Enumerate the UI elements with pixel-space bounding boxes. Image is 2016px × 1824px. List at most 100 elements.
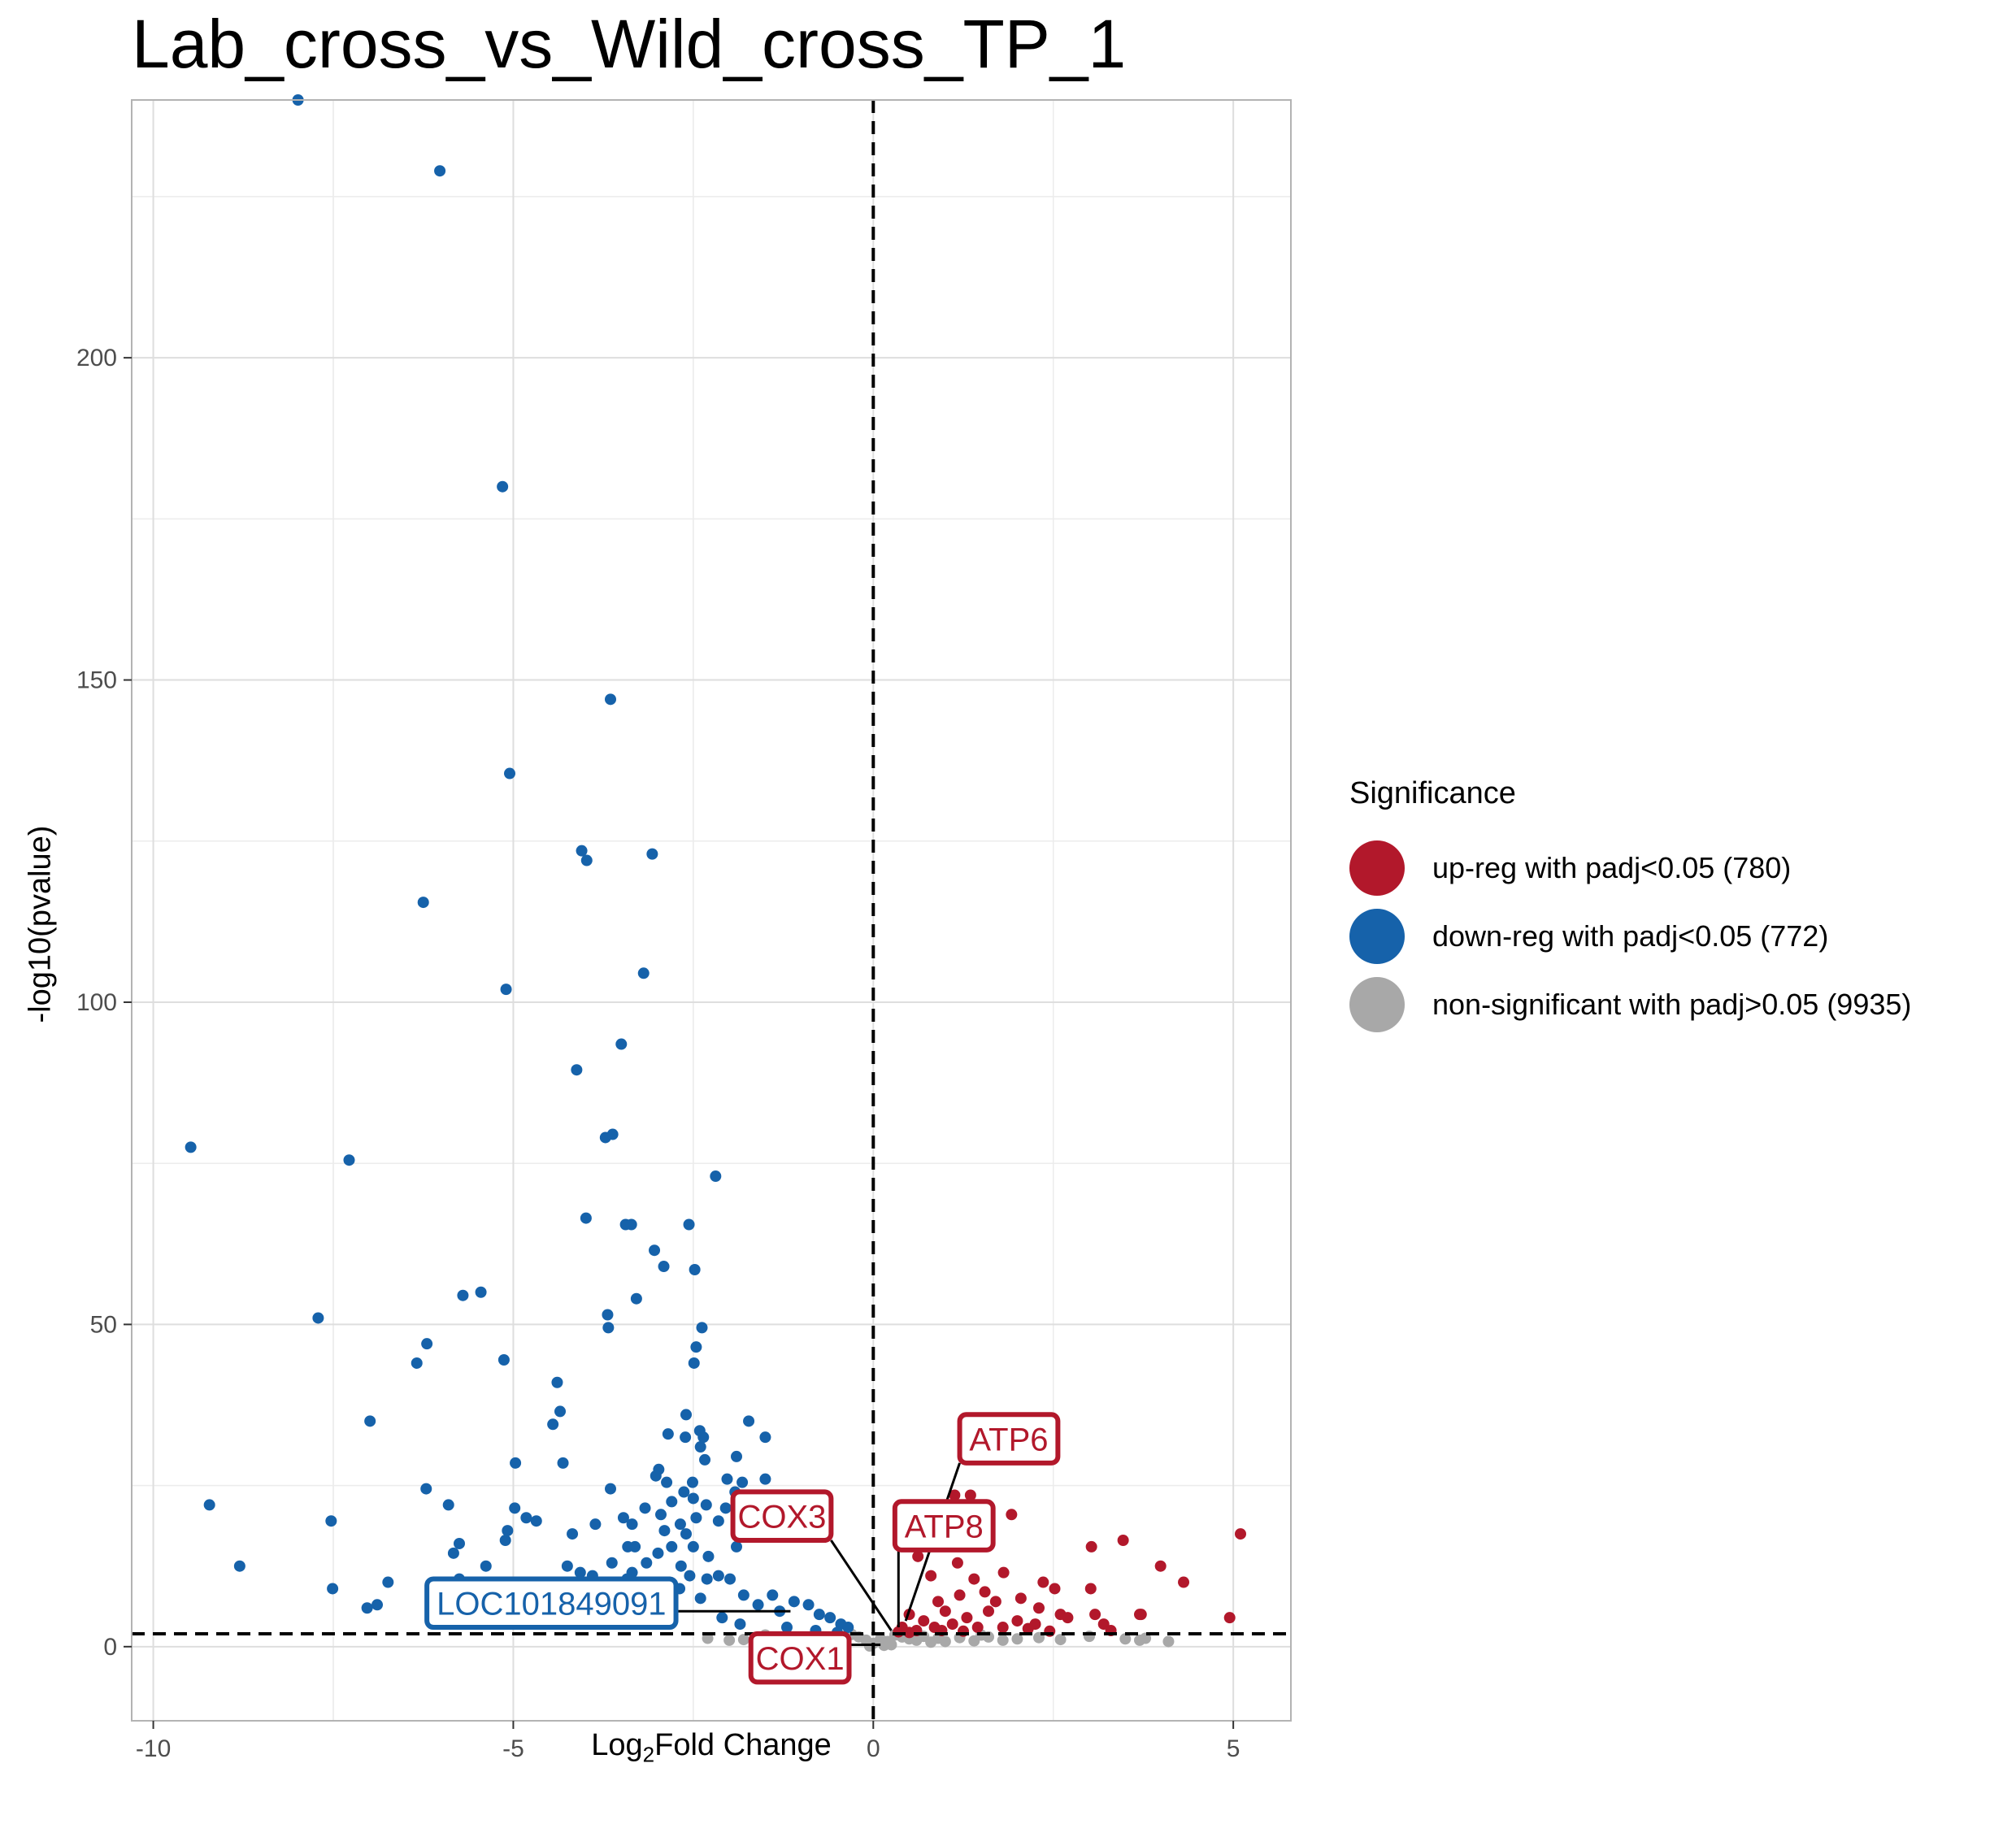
legend-label-nonsig: non-significant with padj>0.05 (9935): [1432, 988, 1912, 1021]
data-point: [712, 1570, 724, 1582]
data-point: [680, 1409, 692, 1421]
threshold-lines: [132, 100, 1291, 1721]
data-point: [731, 1540, 742, 1553]
data-point: [567, 1528, 579, 1540]
data-point: [1117, 1535, 1129, 1547]
y-axis-label: -log10(pvalue): [23, 825, 58, 1023]
data-point: [652, 1547, 664, 1559]
data-point: [1011, 1615, 1023, 1627]
data-point: [666, 1540, 678, 1553]
data-point: [551, 1376, 563, 1388]
upreg-points: [893, 1489, 1246, 1639]
data-point: [767, 1589, 779, 1601]
data-point: [701, 1573, 713, 1585]
data-point: [903, 1626, 915, 1639]
legend: Significance up-reg with padj<0.05 (780)…: [1349, 776, 1911, 1039]
data-point: [697, 1431, 710, 1444]
data-point: [602, 1309, 614, 1321]
gene-label-text: LOC101849091: [437, 1587, 666, 1622]
data-point: [694, 1592, 706, 1605]
data-point: [602, 1322, 615, 1334]
legend-key-nonsig: [1349, 977, 1405, 1032]
data-point: [1089, 1609, 1101, 1621]
data-point: [629, 1540, 641, 1553]
data-point: [500, 984, 512, 996]
data-point: [364, 1415, 376, 1427]
data-point: [997, 1622, 1009, 1634]
data-point: [530, 1515, 542, 1527]
data-point: [813, 1609, 825, 1621]
data-point: [690, 1341, 702, 1353]
data-point: [712, 1515, 724, 1527]
data-point: [675, 1560, 687, 1572]
data-point: [447, 1547, 459, 1559]
data-point: [1011, 1633, 1023, 1645]
data-point: [932, 1596, 944, 1608]
data-point: [454, 1537, 465, 1549]
data-point: [893, 1626, 905, 1638]
data-point: [1054, 1634, 1067, 1646]
data-point: [382, 1576, 394, 1588]
data-point: [946, 1618, 958, 1631]
chart-title: Lab_cross_vs_Wild_cross_TP_1: [132, 6, 1127, 82]
data-point: [411, 1357, 423, 1369]
gene-label-box: [957, 1412, 1061, 1466]
downreg-points: [185, 94, 854, 1639]
data-point: [327, 1583, 339, 1595]
data-point: [343, 1154, 355, 1166]
data-point: [457, 1289, 469, 1301]
y-tick-label: 200: [76, 345, 117, 371]
data-point: [502, 1525, 514, 1537]
data-point: [689, 1264, 701, 1276]
data-point: [1154, 1560, 1167, 1572]
data-point: [520, 1512, 532, 1524]
data-point: [480, 1560, 492, 1572]
gene-label-text: COX3: [738, 1500, 827, 1535]
legend-item-upreg: up-reg with padj<0.05 (780): [1349, 834, 1911, 902]
data-point: [420, 1483, 432, 1495]
data-point: [694, 1441, 706, 1453]
data-point: [625, 1218, 637, 1231]
data-point: [421, 1338, 433, 1350]
data-point: [605, 693, 616, 706]
data-point: [1084, 1583, 1097, 1595]
data-point: [687, 1540, 699, 1553]
legend-item-nonsig: non-significant with padj>0.05 (9935): [1349, 971, 1911, 1039]
data-point: [979, 1586, 991, 1598]
data-point: [964, 1489, 976, 1501]
data-point: [649, 1244, 661, 1257]
label-connector: [830, 1540, 893, 1631]
legend-title: Significance: [1349, 776, 1516, 810]
data-point: [1178, 1576, 1190, 1588]
data-point: [939, 1605, 951, 1618]
gene-label-box: [748, 1631, 852, 1685]
data-point: [702, 1632, 714, 1644]
data-point: [510, 1457, 522, 1469]
data-point: [678, 1486, 690, 1498]
x-tick-label: 0: [867, 1735, 880, 1762]
data-point: [203, 1499, 215, 1511]
data-point: [842, 1622, 854, 1634]
gene-label-text: ATP8: [905, 1509, 984, 1544]
x-tick-label: 5: [1227, 1735, 1240, 1762]
legend-item-downreg: down-reg with padj<0.05 (772): [1349, 902, 1911, 971]
x-tick-label: -10: [136, 1735, 171, 1762]
data-point: [734, 1618, 746, 1631]
gene-label-box: [424, 1576, 679, 1631]
data-point: [1140, 1632, 1152, 1644]
data-point: [696, 1322, 708, 1334]
data-point: [743, 1415, 755, 1427]
data-point: [650, 1470, 662, 1482]
data-point: [710, 1170, 722, 1183]
data-point: [1223, 1612, 1236, 1624]
y-tick-label: 0: [103, 1634, 117, 1661]
data-point: [605, 1483, 616, 1495]
data-point: [885, 1639, 897, 1651]
data-point: [723, 1634, 736, 1646]
data-point: [641, 1557, 653, 1569]
data-point: [702, 1550, 715, 1562]
data-point: [580, 854, 593, 866]
data-point: [475, 1286, 487, 1298]
panel-border: [131, 99, 1292, 1722]
